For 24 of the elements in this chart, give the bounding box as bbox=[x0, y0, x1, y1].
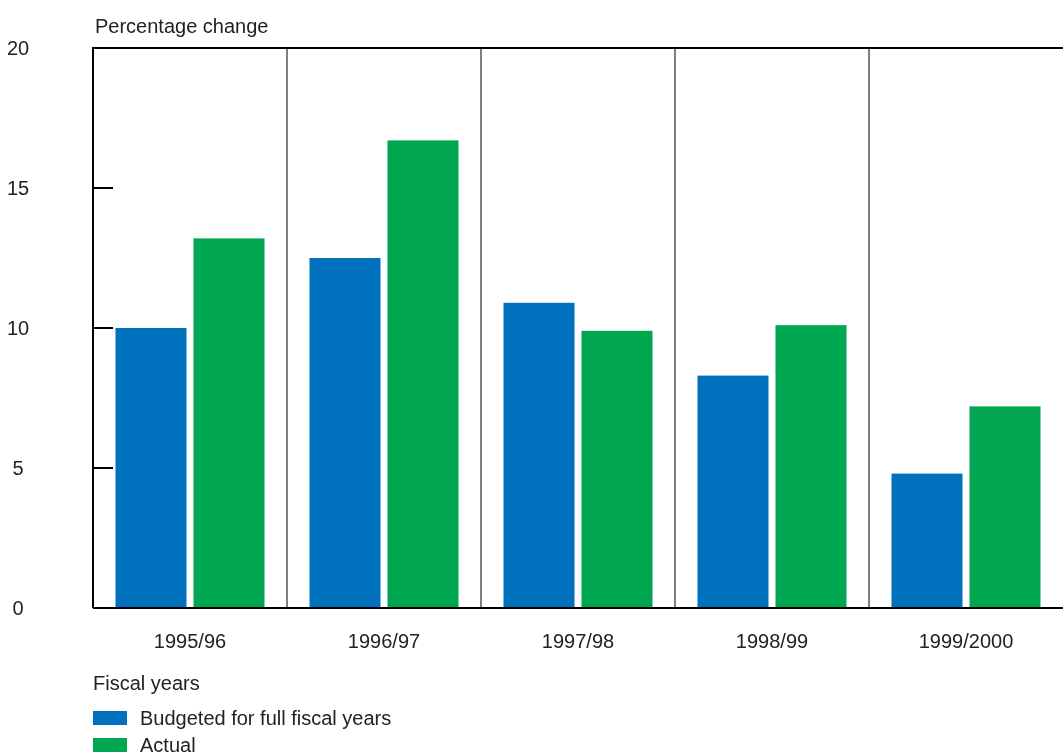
y-tick-label: 0 bbox=[12, 597, 24, 619]
bar bbox=[969, 406, 1041, 608]
bar bbox=[193, 238, 265, 608]
bar bbox=[891, 473, 963, 608]
bar bbox=[581, 330, 653, 608]
x-tick-label: 1997/98 bbox=[541, 630, 615, 652]
bar bbox=[503, 302, 575, 608]
x-tick-label: 1999/2000 bbox=[918, 630, 1014, 652]
y-tick-label: 5 bbox=[12, 457, 24, 479]
legend-label: Actual bbox=[140, 734, 196, 756]
legend-label: Budgeted for full fiscal years bbox=[140, 707, 392, 729]
y-tick-label: 20 bbox=[6, 37, 30, 59]
y-tick-label: 15 bbox=[6, 177, 30, 199]
bar bbox=[775, 325, 847, 608]
bar bbox=[309, 258, 381, 608]
x-tick-label: 1996/97 bbox=[347, 630, 421, 652]
bar bbox=[115, 328, 187, 608]
y-tick-label: 10 bbox=[6, 317, 30, 339]
x-tick-label: 1998/99 bbox=[735, 630, 809, 652]
bar bbox=[697, 375, 769, 608]
bar bbox=[387, 140, 459, 608]
legend-title: Fiscal years bbox=[93, 672, 200, 694]
x-tick-label: 1995/96 bbox=[153, 630, 227, 652]
y-axis-title: Percentage change bbox=[95, 15, 269, 37]
